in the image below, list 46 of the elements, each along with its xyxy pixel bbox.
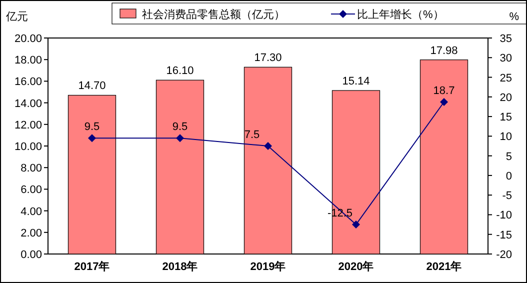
y2-tick-label: 5 — [506, 150, 512, 163]
point — [440, 98, 448, 106]
data-label: 17.98 — [430, 44, 458, 57]
x-tick-label: 2018年 — [162, 260, 198, 273]
data-label: 7.5 — [244, 129, 260, 141]
y-tick-label: 8.00 — [20, 162, 42, 175]
data-label: 15.14 — [342, 75, 370, 88]
y-tick-label: 14.00 — [14, 98, 42, 110]
y-tick-label: 18.00 — [14, 54, 42, 67]
y2-tick-label: -15 — [496, 229, 512, 242]
data-label: 9.5 — [172, 121, 188, 134]
x-tick-label: 2019年 — [250, 260, 286, 273]
y2-tick-label: -10 — [496, 210, 512, 222]
data-label: 14.70 — [78, 80, 106, 92]
y2-tick-label: 15 — [500, 112, 512, 124]
y-tick-label: 20.00 — [14, 33, 42, 45]
data-label: 9.5 — [84, 121, 100, 134]
point — [264, 142, 272, 150]
y-tick-label: 16.00 — [14, 76, 42, 88]
y2-tick-label: 35 — [500, 33, 512, 45]
data-label: 17.30 — [254, 52, 282, 64]
y2-tick-label: 25 — [500, 72, 512, 84]
y2-tick-label: -20 — [496, 249, 512, 261]
x-tick-label: 2017年 — [74, 260, 110, 273]
legend-label: 社会消费品零售总额（亿元） — [142, 8, 285, 21]
y-tick-label: 4.00 — [20, 206, 42, 218]
y2-tick-label: 20 — [500, 92, 512, 104]
y2-tick-label: 0 — [506, 170, 512, 182]
y-tick-label: 0.00 — [20, 249, 42, 261]
x-tick-label: 2021年 — [426, 260, 462, 273]
y-tick-label: 6.00 — [20, 184, 42, 196]
y-tick-label: 10.00 — [14, 141, 42, 153]
point — [88, 134, 96, 142]
point — [352, 220, 360, 229]
data-label: 18.7 — [433, 85, 455, 98]
y-axis-title: 亿元 — [5, 11, 28, 23]
data-label: 16.10 — [166, 65, 194, 78]
x-tick-label: 2020年 — [338, 260, 374, 273]
y2-tick-label: 10 — [500, 131, 512, 144]
y-tick-label: 2.00 — [20, 227, 42, 240]
y-tick-label: 12.00 — [14, 119, 42, 132]
y2-axis-title: % — [509, 11, 520, 23]
legend-label: 比上年增长（%） — [357, 8, 444, 21]
y2-tick-label: -5 — [502, 190, 512, 202]
y2-tick-label: 30 — [500, 52, 512, 65]
point — [176, 134, 184, 142]
